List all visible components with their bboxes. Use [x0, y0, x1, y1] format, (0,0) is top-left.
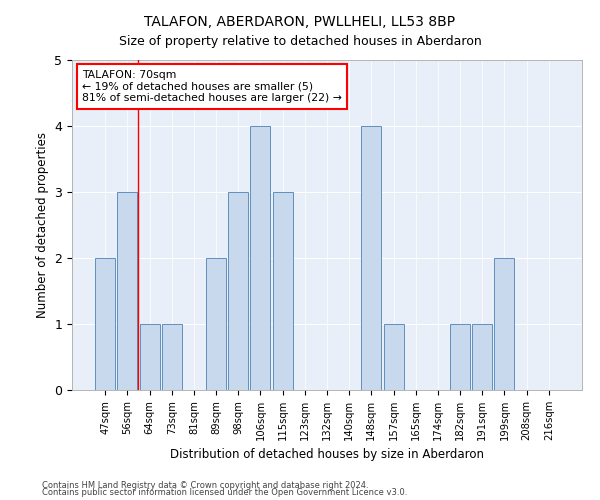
Text: Contains HM Land Registry data © Crown copyright and database right 2024.: Contains HM Land Registry data © Crown c… — [42, 480, 368, 490]
Bar — [140, 324, 160, 390]
Bar — [450, 324, 470, 390]
Y-axis label: Number of detached properties: Number of detached properties — [36, 132, 49, 318]
X-axis label: Distribution of detached houses by size in Aberdaron: Distribution of detached houses by size … — [170, 448, 484, 462]
Bar — [383, 324, 404, 390]
Bar — [361, 126, 382, 390]
Text: Size of property relative to detached houses in Aberdaron: Size of property relative to detached ho… — [119, 35, 481, 48]
Text: TALAFON, ABERDARON, PWLLHELI, LL53 8BP: TALAFON, ABERDARON, PWLLHELI, LL53 8BP — [145, 15, 455, 29]
Bar — [206, 258, 226, 390]
Bar — [494, 258, 514, 390]
Bar — [95, 258, 115, 390]
Text: Contains public sector information licensed under the Open Government Licence v3: Contains public sector information licen… — [42, 488, 407, 497]
Bar — [272, 192, 293, 390]
Bar — [472, 324, 492, 390]
Text: TALAFON: 70sqm
← 19% of detached houses are smaller (5)
81% of semi-detached hou: TALAFON: 70sqm ← 19% of detached houses … — [82, 70, 342, 103]
Bar — [228, 192, 248, 390]
Bar — [162, 324, 182, 390]
Bar — [118, 192, 137, 390]
Bar — [250, 126, 271, 390]
